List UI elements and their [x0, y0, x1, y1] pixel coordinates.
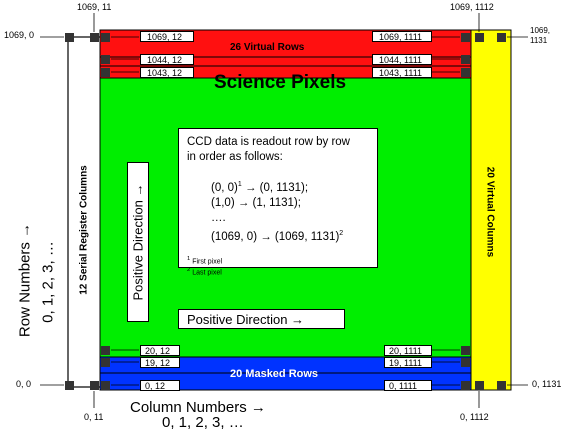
footnote-1: First pixel [190, 257, 223, 265]
readout-seq-2: (1,0) → (1, 1131); [211, 196, 301, 209]
row-tag-1044-12: 1044, 12 [140, 54, 194, 65]
positive-direction-vertical-box [127, 162, 149, 322]
row-numbers-values: 0, 1, 2, 3, … [39, 241, 57, 323]
row-tag-19-12: 19, 12 [140, 357, 180, 368]
readout-seq-4-sup: 2 [339, 229, 344, 237]
leader-arrows [40, 13, 528, 408]
column-numbers-title: Column Numbers → [130, 399, 266, 416]
readout-seq-3: …. [211, 211, 226, 224]
footnote-1-sup: 1 [187, 255, 191, 262]
virtual-rows-label: 26 Virtual Rows [230, 42, 305, 53]
science-pixels-label: Science Pixels [214, 72, 347, 93]
corner-label-bottom-right-outer: 0, 1131 [532, 379, 562, 389]
readout-seq-4: (1069, 0) → (1069, 1131) [211, 230, 340, 243]
corner-markers [65, 33, 506, 390]
readout-seq-1: (0, 0) [211, 181, 238, 194]
column-numbers-values: 0, 1, 2, 3, … [162, 414, 244, 431]
footnote-2-sup: 2 [187, 266, 191, 273]
footnote-2: Last pixel [190, 269, 222, 277]
corner-label-top-right-inner: 1069, 1112 [450, 2, 494, 12]
virtual-columns-label: 20 Virtual Columns [484, 166, 496, 258]
masked-rows-label: 20 Masked Rows [230, 368, 319, 380]
readout-order-box: CCD data is readout row by row in order … [178, 128, 378, 276]
virtual-columns-region [470, 29, 512, 391]
row-tag-1069-12: 1069, 12 [140, 31, 194, 42]
positive-direction-horizontal: Positive Direction → [178, 309, 345, 329]
readout-line-1: CCD data is readout row by row [187, 136, 350, 148]
positive-direction-horizontal-text: Positive Direction → [187, 312, 305, 327]
row-numbers-title: Row Numbers → [16, 222, 34, 338]
corner-label-bottom-left-outer: 0, 0 [16, 379, 32, 389]
readout-line-2: in order as follows: [187, 151, 283, 163]
row-tag-19-1111: 19, 1111 [384, 357, 432, 368]
readout-seq-1-rest: → (0, 1131); [241, 181, 309, 194]
row-tag-1043-12: 1043, 12 [140, 67, 194, 78]
row-tag-20-12: 20, 12 [140, 345, 180, 356]
row-tag-0-12: 0, 12 [140, 380, 180, 391]
corner-label-top-right-outer: 1069, 1131 [530, 26, 551, 45]
serial-register-label: 12 Serial Register Columns [78, 165, 90, 295]
readout-seq-1-sup: 1 [237, 181, 242, 188]
row-tag-1043-1111: 1043, 1111 [372, 67, 432, 78]
corner-label-top-left-outer: 1069, 0 [4, 30, 35, 40]
corner-label-bottom-left-inner: 0, 11 [84, 412, 104, 422]
row-tag-0-1111: 0, 1111 [384, 380, 432, 391]
corner-label-top-left-inner: 1069, 11 [77, 2, 112, 12]
positive-direction-vertical: Positive Direction → [130, 183, 146, 301]
corner-label-bottom-right-inner: 0, 1112 [460, 412, 489, 422]
row-tag-1069-1111: 1069, 1111 [372, 31, 432, 42]
row-tag-20-1111: 20, 1111 [384, 345, 432, 356]
row-tag-1044-1111: 1044, 1111 [372, 54, 432, 65]
serial-register-region [67, 36, 102, 388]
